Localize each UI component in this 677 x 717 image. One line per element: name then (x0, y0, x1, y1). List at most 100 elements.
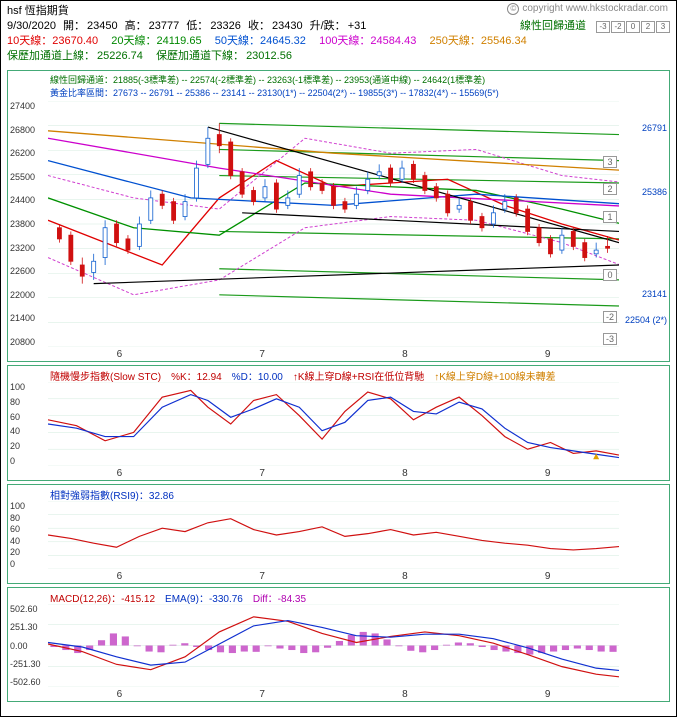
fibonacci-note: 黃金比率區間：27673 -- 26791 -- 25386 -- 23141 … (50, 86, 499, 99)
y-tick: 80 (10, 513, 25, 523)
x-tick: 9 (545, 349, 551, 360)
x-tick: 9 (545, 689, 551, 700)
y-tick: 25500 (10, 172, 35, 182)
y-tick: 60 (10, 524, 25, 534)
macd-legend: MACD(12,26)：-415.12EMA(9)：-330.76Diff：-8… (50, 590, 306, 605)
y-tick: 60 (10, 412, 25, 422)
level-box: -3 (603, 333, 617, 345)
y-tick: 502.60 (10, 604, 41, 614)
open-label: 開： (63, 19, 85, 34)
rsi-chart-area[interactable] (48, 501, 619, 569)
level-box: 3 (603, 156, 617, 168)
legend-item: 相對強弱指數(RSI9)：32.86 (50, 487, 174, 502)
price-annotation: 26791 (642, 123, 667, 133)
y-tick: 40 (10, 536, 25, 546)
stc-chart-area[interactable] (48, 382, 619, 466)
y-tick: 0 (10, 559, 25, 569)
stochastic-panel: 隨機慢步指數(Slow STC) %K：12.94 %D：10.00 ↑K線上穿D線+… (7, 365, 670, 481)
y-tick: 24400 (10, 195, 35, 205)
high-label: 高： (125, 19, 147, 34)
x-tick: 9 (545, 571, 551, 582)
y-tick: 100 (10, 501, 25, 511)
regression-box[interactable] (656, 21, 670, 33)
y-tick: 27400 (10, 101, 35, 111)
y-tick: 251.30 (10, 622, 41, 632)
stc-legend: 隨機慢步指數(Slow STC) %K：12.94 %D：10.00 ↑K線上穿D線+… (50, 368, 556, 383)
ma20-label: 20天線：24119.65 (111, 34, 201, 49)
y-tick: 21400 (10, 313, 35, 323)
symbol-name: hsf 恆指期貨 (7, 4, 69, 19)
regression-box[interactable] (596, 21, 610, 33)
y-tick: 26200 (10, 148, 35, 158)
close-label: 收： (248, 19, 270, 34)
legend-item: %D：10.00 (232, 368, 283, 383)
legend-item: ↑K線上穿D線+RSI在低位背馳 (293, 368, 424, 383)
boll-dn-label: 保歷加通道下線： (156, 49, 244, 64)
x-tick: 8 (402, 689, 408, 700)
regression-box[interactable] (626, 21, 640, 33)
y-tick: -251.30 (10, 659, 41, 669)
stock-chart-container: copyright www.hkstockradar.com hsf 恆指期貨 … (0, 0, 677, 717)
y-tick: 0 (10, 456, 25, 466)
regression-note: 線性回歸通道：21885(-3標準差) -- 22574(-2標準差) -- 2… (50, 73, 485, 86)
x-tick: 6 (117, 571, 123, 582)
legend-item: Diff：-84.35 (253, 590, 306, 605)
ma10-label: 10天線：23670.40 (7, 34, 98, 49)
regression-boxes (596, 21, 670, 33)
stc-y-axis: 100 80 60 40 20 0 (10, 382, 25, 466)
boll-up-value: 25226.74 (97, 49, 143, 64)
main-x-axis: 6 7 8 9 (48, 349, 619, 360)
legend-item: 隨機慢步指數(Slow STC) (50, 368, 161, 383)
legend-item: EMA(9)：-330.76 (165, 590, 243, 605)
change-label: 升/跌： (310, 19, 346, 34)
x-tick: 7 (259, 571, 265, 582)
open-value: 23450 (87, 19, 118, 34)
y-tick: 80 (10, 397, 25, 407)
price-annotation: 25386 (642, 187, 667, 197)
low-value: 23326 (210, 19, 241, 34)
high-value: 23777 (149, 19, 180, 34)
regression-box[interactable] (611, 21, 625, 33)
regression-label: 線性回歸通道 (520, 19, 586, 34)
close-value: 23430 (272, 19, 303, 34)
level-box: -2 (603, 311, 617, 323)
x-tick: 8 (402, 468, 408, 479)
change-value: +31 (348, 19, 367, 34)
rsi-panel: 相對強弱指數(RSI9)：32.86 100806040200 6789 (7, 484, 670, 584)
level-box: 1 (603, 211, 617, 223)
boll-dn-value: 23012.56 (246, 49, 292, 64)
x-tick: 8 (402, 349, 408, 360)
y-tick: 20800 (10, 337, 35, 347)
y-tick: 40 (10, 426, 25, 436)
main-y-axis: 27400 26800 26200 25500 24400 23800 23200 22600… (10, 101, 35, 347)
x-tick: 8 (402, 571, 408, 582)
macd-panel: MACD(12,26)：-415.12EMA(9)：-330.76Diff：-8… (7, 587, 670, 702)
low-label: 低： (186, 19, 208, 34)
y-tick: 23800 (10, 219, 35, 229)
y-tick: 0.00 (10, 641, 41, 651)
macd-x-axis: 6 7 8 9 (48, 689, 619, 700)
legend-item: ↑K線上穿D線+100線未轉差 (434, 368, 555, 383)
price-annotation: 23141 (642, 289, 667, 299)
boll-up-label: 保歷加通道上線： (7, 49, 95, 64)
y-tick: 26800 (10, 125, 35, 135)
x-tick: 7 (259, 689, 265, 700)
macd-chart-area[interactable] (48, 604, 619, 687)
y-tick: 20 (10, 441, 25, 451)
legend-item: %K：12.94 (171, 368, 222, 383)
regression-box[interactable] (641, 21, 655, 33)
x-tick: 7 (259, 349, 265, 360)
rsi-legend: 相對強弱指數(RSI9)：32.86 (50, 487, 174, 502)
x-tick: 9 (545, 468, 551, 479)
x-tick: 6 (117, 689, 123, 700)
y-tick: 22600 (10, 266, 35, 276)
rsi-x-axis: 6 7 8 9 (48, 571, 619, 582)
ma250-label: 250天線：25546.34 (429, 34, 526, 49)
y-tick: 100 (10, 382, 25, 392)
level-box: 2 (603, 183, 617, 195)
x-tick: 7 (259, 468, 265, 479)
main-chart-area[interactable] (48, 101, 619, 347)
x-tick: 6 (117, 349, 123, 360)
y-tick: 23200 (10, 243, 35, 253)
date: 9/30/2020 (7, 19, 56, 34)
